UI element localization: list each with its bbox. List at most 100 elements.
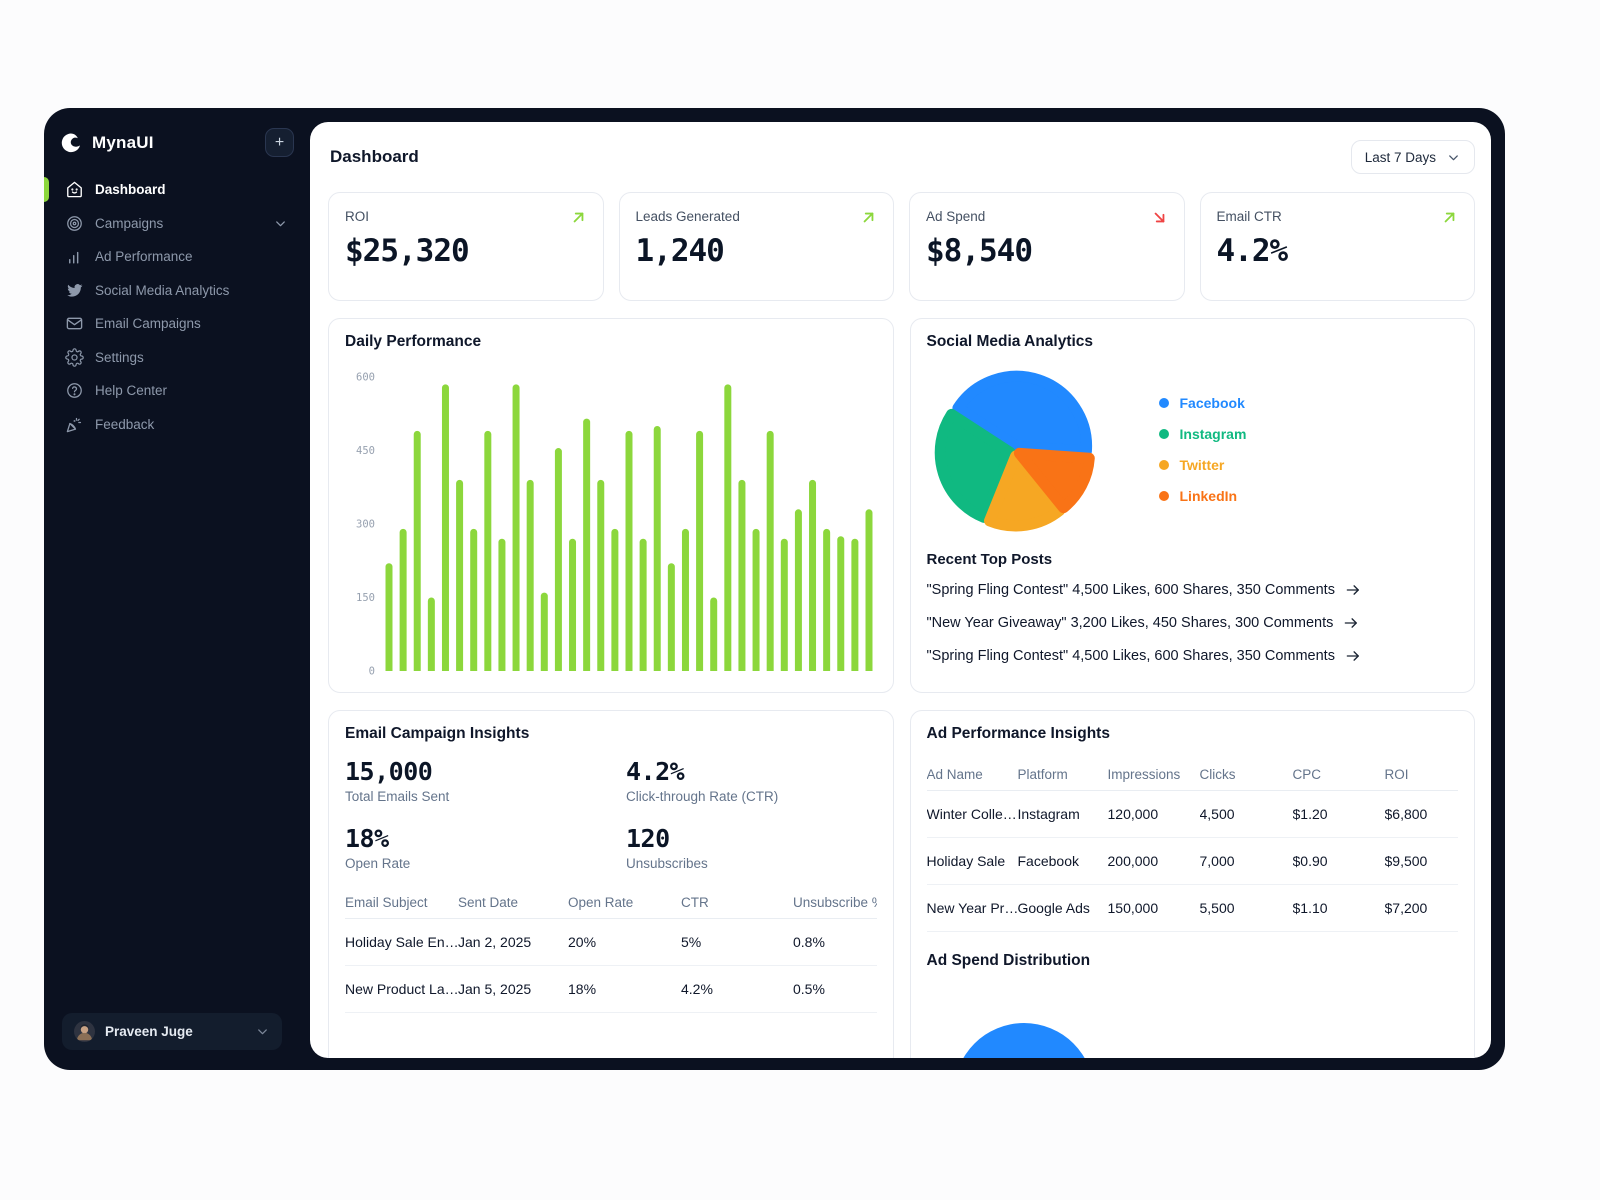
table-row: New Year Pr… Google Ads 150,000 5,500 $1… (926, 885, 1458, 932)
svg-text:600: 600 (356, 372, 375, 384)
page-header: Dashboard Last 7 Days (328, 140, 1475, 174)
stat-label: Leads Generated (635, 209, 740, 224)
sidebar-item-label: Feedback (95, 416, 155, 432)
sidebar-header: MynaUI + (60, 128, 294, 157)
facebook-dot-icon (1158, 398, 1169, 408)
arrow-right-icon (1346, 650, 1359, 661)
legend-item-twitter: Twitter (1158, 457, 1247, 473)
main-panel: Dashboard Last 7 Days ROI $25,320 Leads … (310, 122, 1491, 1058)
trend-down-icon (1150, 208, 1169, 227)
insights-row: Email Campaign Insights 15,000 Total Ema… (328, 710, 1475, 1058)
sidebar-item-label: Email Campaigns (95, 316, 201, 332)
charts-row: Daily Performance 600 450 300 150 0 Social M… (328, 318, 1475, 693)
sidebar-item-help-center[interactable]: Help Center (60, 374, 294, 408)
avatar (74, 1021, 95, 1042)
table-row: Winter Colle… Instagram 120,000 4,500 $1… (926, 791, 1458, 838)
date-range-value: Last 7 Days (1364, 149, 1436, 165)
arrow-right-icon (1346, 584, 1359, 595)
svg-text:300: 300 (356, 519, 375, 531)
card-title: Ad Performance Insights (926, 725, 1110, 742)
legend-item-facebook: Facebook (1158, 395, 1247, 411)
sidebar-item-campaigns[interactable]: Campaigns (60, 207, 294, 241)
ad-spend-distribution-title: Ad Spend Distribution (926, 952, 1091, 969)
email-campaign-insights-card: Email Campaign Insights 15,000 Total Ema… (328, 710, 894, 1058)
sidebar-nav: Dashboard Campaigns Ad Performance (44, 173, 294, 442)
stat-value: $25,320 (345, 233, 470, 269)
card-title: Daily Performance (345, 333, 482, 350)
post-link[interactable]: "Spring Fling Contest" 4,500 Likes, 600 … (927, 573, 1459, 606)
sidebar-item-dashboard[interactable]: Dashboard (44, 173, 294, 207)
card-title: Email Campaign Insights (345, 725, 530, 742)
chevron-down-icon (1449, 154, 1458, 160)
bar-chart-icon (65, 247, 84, 266)
daily-performance-bar-chart: 600 450 300 150 0 (356, 372, 873, 678)
sidebar-item-label: Campaigns (95, 215, 164, 231)
stat-cards-row: ROI $25,320 Leads Generated 1,240 Ad Spe… (328, 192, 1475, 301)
stat-label: ROI (345, 209, 370, 224)
sidebar-item-ad-performance[interactable]: Ad Performance (60, 240, 294, 274)
email-stats: 15,000 Total Emails Sent 4.2% Click-thro… (345, 757, 877, 871)
social-pie-chart (934, 370, 1095, 532)
user-name: Praveen Juge (105, 1024, 193, 1039)
app-window: MynaUI + Dashboard Campaigns (44, 108, 1505, 1070)
trend-up-icon (1440, 208, 1459, 227)
sidebar-item-feedback[interactable]: Feedback (60, 408, 294, 442)
table-row: New Product La… Jan 5, 2025 18% 4.2% 0.5… (345, 966, 877, 1013)
home-smile-icon (65, 180, 84, 199)
svg-text:150: 150 (356, 592, 375, 604)
envelope-icon (65, 314, 84, 333)
table-header: Ad Name Platform Impressions Clicks CPC … (926, 759, 1458, 791)
recent-top-posts-title: Recent Top Posts (926, 551, 1053, 568)
add-button[interactable]: + (265, 128, 294, 157)
legend-item-instagram: Instagram (1158, 426, 1246, 442)
ad-spend-pie-slice (953, 1023, 1094, 1058)
stat-label: Email CTR (1216, 209, 1282, 224)
mynaui-logo-icon (60, 131, 83, 154)
social-media-analytics-card: Social Media Analytics Facebook Instagra… (909, 318, 1475, 693)
sidebar-item-social-media-analytics[interactable]: Social Media Analytics (60, 274, 294, 308)
linkedin-dot-icon (1158, 491, 1169, 501)
post-link[interactable]: "Spring Fling Contest" 4,500 Likes, 600 … (927, 639, 1459, 672)
daily-performance-card: Daily Performance 600 450 300 150 0 (328, 318, 894, 693)
help-circle-icon (65, 381, 84, 400)
stat-value: $8,540 (926, 233, 1033, 269)
trend-up-icon (569, 208, 588, 227)
user-menu[interactable]: Praveen Juge (62, 1013, 282, 1050)
recent-top-posts: "Spring Fling Contest" 4,500 Likes, 600 … (927, 573, 1459, 672)
sidebar-item-label: Ad Performance (95, 249, 193, 265)
brand: MynaUI (60, 131, 154, 154)
stat-value: 1,240 (635, 233, 725, 269)
stat-open-rate: 18% Open Rate (345, 824, 411, 871)
ad-spend-pie-chart (927, 970, 1459, 1058)
stat-unsubscribes: 120 Unsubscribes (626, 824, 708, 871)
card-title: Social Media Analytics (926, 333, 1094, 350)
sidebar-item-label: Dashboard (95, 182, 166, 198)
svg-text:0: 0 (369, 666, 375, 678)
instagram-dot-icon (1158, 429, 1169, 439)
page-title: Dashboard (330, 147, 419, 166)
stat-ctr: 4.2% Click-through Rate (CTR) (626, 757, 779, 804)
party-horn-icon (65, 415, 84, 434)
stat-card-leads-generated: Leads Generated 1,240 (618, 192, 894, 301)
sidebar-item-label: Help Center (95, 383, 168, 399)
stat-value: 4.2% (1216, 233, 1289, 269)
post-link[interactable]: "New Year Giveaway" 3,200 Likes, 450 Sha… (927, 606, 1459, 639)
legend-item-linkedin: LinkedIn (1158, 488, 1247, 504)
date-range-select[interactable]: Last 7 Days (1350, 140, 1475, 174)
brand-name: MynaUI (92, 132, 154, 152)
stat-card-roi: ROI $25,320 (328, 192, 604, 301)
stat-card-email-ctr: Email CTR 4.2% (1199, 192, 1475, 301)
sidebar-item-email-campaigns[interactable]: Email Campaigns (60, 307, 294, 341)
twitter-dot-icon (1158, 460, 1169, 470)
email-table: Email Subject Sent Date Open Rate CTR Un… (345, 887, 877, 1013)
chevron-down-icon (273, 216, 288, 231)
stat-card-ad-spend: Ad Spend $8,540 (909, 192, 1185, 301)
ads-table: Ad Name Platform Impressions Clicks CPC … (926, 759, 1458, 932)
target-icon (65, 214, 84, 233)
arrow-right-icon (1345, 617, 1358, 628)
chevron-down-icon (255, 1024, 270, 1039)
sidebar-item-settings[interactable]: Settings (60, 341, 294, 375)
table-row: Holiday Sale En… Jan 2, 2025 20% 5% 0.8% (345, 919, 877, 966)
social-pie-row: Facebook Instagram Twitter LinkedIn (927, 363, 1459, 539)
